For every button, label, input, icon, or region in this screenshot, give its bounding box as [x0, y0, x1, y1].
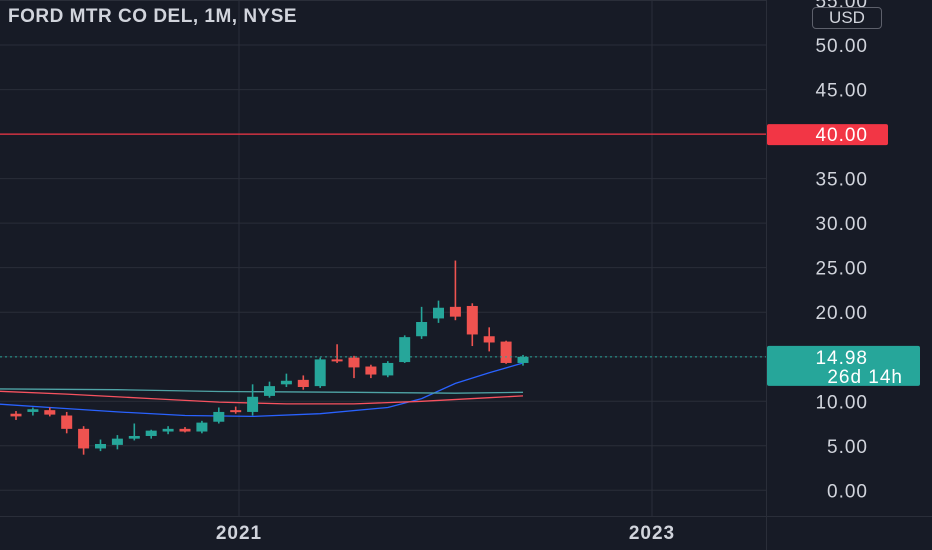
candle-body: [416, 321, 428, 337]
chart-grid: [0, 0, 766, 516]
candle[interactable]: [78, 426, 90, 455]
candle[interactable]: [416, 306, 428, 339]
candle-body: [44, 410, 56, 415]
candle-body: [230, 410, 242, 413]
candle-body: [365, 366, 377, 375]
candle-body: [449, 306, 461, 317]
candle-body: [145, 430, 157, 436]
candle[interactable]: [95, 439, 106, 452]
candle-body: [111, 438, 123, 445]
candle[interactable]: [280, 373, 292, 388]
time-scale[interactable]: 2021 2023: [216, 523, 675, 544]
candle-body: [128, 435, 140, 439]
candle[interactable]: [348, 355, 360, 379]
price-scale-label: 25.00: [815, 259, 868, 280]
candle[interactable]: [128, 423, 140, 441]
candle-body: [280, 380, 292, 385]
candle[interactable]: [365, 364, 377, 379]
candle-body: [95, 443, 106, 449]
candle[interactable]: [230, 406, 242, 414]
candle[interactable]: [449, 260, 461, 321]
candle[interactable]: [196, 420, 208, 434]
candle-body: [433, 307, 444, 319]
candle-body: [466, 305, 478, 335]
candle-body: [382, 362, 394, 376]
candle[interactable]: [500, 340, 512, 364]
price-scale-label: 30.00: [815, 214, 868, 235]
candle[interactable]: [483, 327, 495, 352]
ma-line-teal: [0, 388, 524, 394]
candle-body: [500, 341, 512, 363]
price-scale-label: 50.00: [815, 36, 868, 57]
candle-body: [247, 396, 259, 412]
candle[interactable]: [162, 426, 174, 435]
candle-body: [27, 409, 39, 412]
last-price-tag: [767, 345, 920, 386]
candle-body: [517, 356, 529, 363]
price-scale[interactable]: 0.005.0010.0015.0020.0025.0030.0035.0040…: [815, 0, 868, 502]
candle[interactable]: [27, 407, 39, 416]
candle[interactable]: [314, 357, 326, 388]
candle-body: [10, 413, 22, 417]
candle[interactable]: [213, 407, 225, 424]
candle[interactable]: [433, 300, 444, 323]
alert-price-label: 40.00: [815, 125, 868, 146]
symbol-title[interactable]: FORD MTR CO DEL, 1M, NYSE: [8, 6, 298, 27]
candle-body: [264, 386, 275, 396]
price-scale-label: 35.00: [815, 170, 868, 191]
candle[interactable]: [44, 407, 56, 417]
candle[interactable]: [264, 381, 275, 398]
candle-body: [399, 337, 411, 363]
candle-body: [213, 411, 225, 422]
candle[interactable]: [399, 335, 411, 363]
price-scale-label: 0.00: [827, 481, 868, 502]
candle[interactable]: [517, 354, 529, 366]
candle[interactable]: [10, 411, 22, 420]
candle[interactable]: [382, 361, 394, 378]
candle[interactable]: [331, 344, 343, 363]
candle[interactable]: [247, 384, 259, 416]
alert-price-tag: [767, 124, 888, 146]
candle-body: [162, 428, 174, 432]
candle-body: [297, 379, 309, 388]
candle[interactable]: [179, 427, 191, 433]
candle-body: [179, 428, 191, 432]
candle[interactable]: [145, 429, 157, 439]
ma-line-red: [0, 390, 524, 405]
candle-body: [348, 357, 360, 368]
candle-body: [483, 336, 495, 343]
ma-line-blue: [0, 362, 524, 418]
candle-body: [314, 359, 326, 387]
price-scale-label: 10.00: [815, 392, 868, 413]
time-scale-label: 2023: [629, 523, 675, 544]
price-scale-label: 5.00: [827, 437, 868, 458]
candle[interactable]: [297, 375, 309, 390]
last-price-label: 14.98: [815, 348, 868, 369]
price-scale-label: 45.00: [815, 81, 868, 102]
price-scale-label: 20.00: [815, 303, 868, 324]
candlestick-series[interactable]: [10, 260, 529, 455]
currency-badge[interactable]: USD: [812, 7, 882, 29]
candle[interactable]: [466, 303, 478, 347]
moving-average-lines: [0, 362, 524, 418]
candle-body: [196, 422, 208, 432]
candle-body: [331, 359, 343, 362]
candle[interactable]: [111, 435, 123, 450]
time-scale-label: 2021: [216, 523, 262, 544]
candle-body: [61, 415, 73, 429]
candle-body: [78, 428, 90, 449]
bar-countdown-label: 26d 14h: [827, 367, 903, 388]
candle[interactable]: [61, 411, 73, 434]
